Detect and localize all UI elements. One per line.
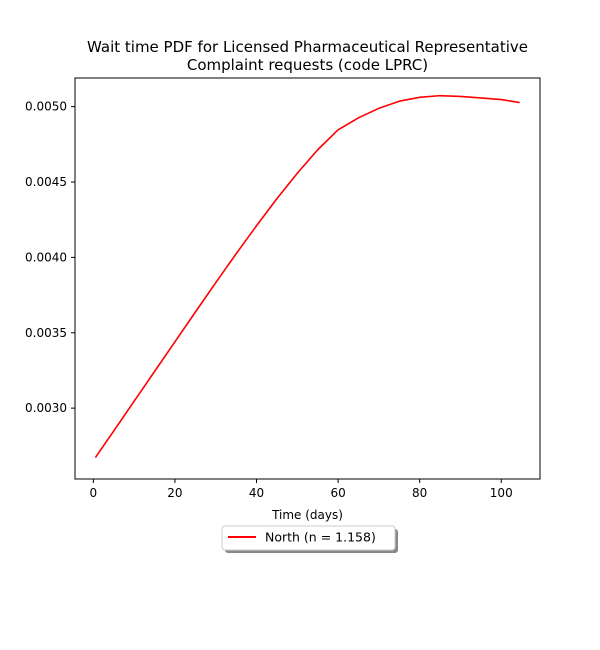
y-tick-label: 0.0035	[25, 326, 67, 340]
x-tick-label: 0	[90, 486, 98, 500]
x-tick-label: 20	[167, 486, 182, 500]
x-axis-label: Time (days)	[271, 508, 343, 522]
legend: North (n = 1.158)	[221, 525, 398, 553]
y-tick-label: 0.0050	[25, 100, 67, 114]
series-line	[94, 94, 520, 459]
legend-box	[221, 525, 396, 551]
y-tick-label: 0.0030	[25, 401, 67, 415]
y-tick-label: 0.0040	[25, 250, 67, 264]
series-layer	[94, 94, 520, 459]
chart-title-line-2: Complaint requests (code LPRC)	[187, 56, 428, 74]
plot-area	[74, 77, 541, 480]
legend-label: North (n = 1.158)	[265, 530, 376, 545]
x-tick-label: 100	[490, 486, 513, 500]
x-axis-ticks: 0 20 40 60 80 100	[90, 479, 513, 500]
y-tick-label: 0.0045	[25, 175, 67, 189]
y-axis-ticks: 0.0030 0.0035 0.0040 0.0045 0.0050	[25, 100, 75, 415]
x-tick-label: 80	[412, 486, 427, 500]
x-tick-label: 40	[249, 486, 264, 500]
chart-title-line-1: Wait time PDF for Licensed Pharmaceutica…	[87, 38, 528, 56]
x-tick-label: 60	[330, 486, 345, 500]
